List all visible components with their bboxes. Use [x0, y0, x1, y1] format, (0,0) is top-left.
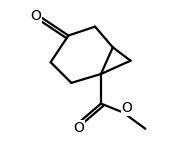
Text: O: O — [122, 101, 132, 115]
Text: O: O — [30, 9, 41, 23]
Text: O: O — [73, 121, 84, 135]
